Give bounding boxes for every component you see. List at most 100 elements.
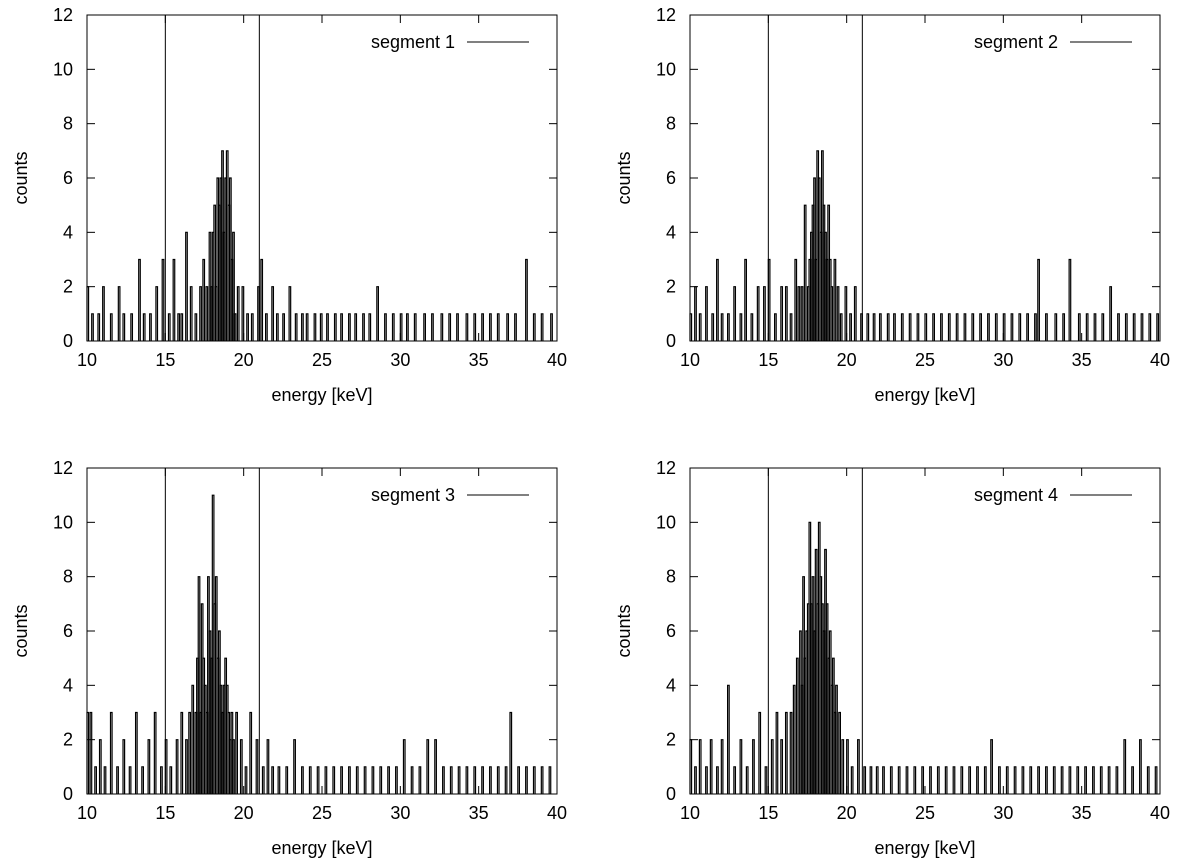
histogram-bar bbox=[161, 258, 165, 341]
histogram-bar bbox=[504, 766, 508, 794]
histogram-bar bbox=[277, 766, 281, 794]
histogram-bar bbox=[1154, 766, 1158, 794]
histogram-bar bbox=[913, 766, 917, 794]
histogram-bar bbox=[232, 231, 235, 341]
chart-panel-1: 10 15 20 25 30 35 40 0 2 4 6 8 10 12 energy [keV] count… bbox=[11, 5, 567, 405]
x-tick-label: 20 bbox=[234, 350, 254, 370]
legend-label: segment 1 bbox=[371, 32, 455, 52]
histogram-bar bbox=[1115, 766, 1119, 794]
legend-label: segment 4 bbox=[974, 485, 1058, 505]
histogram-bar bbox=[900, 313, 904, 341]
histogram-bar bbox=[1034, 313, 1037, 341]
histogram-bar bbox=[326, 313, 329, 341]
y-axis-label: counts bbox=[11, 151, 31, 204]
histogram-bar bbox=[983, 766, 987, 794]
histogram-bar bbox=[94, 766, 97, 794]
histogram-bar bbox=[1060, 766, 1064, 794]
histogram-bar bbox=[1005, 766, 1009, 794]
histogram-bar bbox=[348, 766, 351, 794]
histogram-bar bbox=[540, 313, 544, 341]
histogram-bar bbox=[1124, 313, 1128, 341]
y-tick-label: 4 bbox=[63, 222, 73, 242]
x-tick-label: 30 bbox=[993, 350, 1013, 370]
histogram-bar bbox=[324, 766, 328, 794]
histogram-bar bbox=[177, 313, 181, 341]
histogram-bar bbox=[952, 766, 956, 794]
histogram-bar bbox=[333, 313, 337, 341]
x-tick-label: 20 bbox=[234, 803, 254, 823]
histogram-bar bbox=[971, 313, 975, 341]
histogram-bar bbox=[442, 766, 445, 794]
histogram-bar bbox=[457, 766, 461, 794]
histogram-bar bbox=[138, 258, 141, 341]
histogram-bar bbox=[775, 711, 779, 794]
histogram-bar bbox=[780, 739, 784, 794]
histogram-bar bbox=[391, 313, 395, 341]
chart-panel-4: 10 15 20 25 30 35 40 0 2 4 6 8 10 12 energy [keV] count… bbox=[614, 458, 1170, 858]
y-tick-label: 4 bbox=[63, 675, 73, 695]
y-tick-label: 10 bbox=[656, 59, 676, 79]
x-tick-label: 15 bbox=[155, 803, 175, 823]
histogram-bar bbox=[456, 313, 459, 341]
histogram-bar bbox=[1077, 313, 1081, 341]
histogram-bar bbox=[473, 766, 477, 794]
histogram-bar bbox=[402, 739, 406, 794]
histogram-bar bbox=[1140, 313, 1144, 341]
histogram-bar bbox=[1123, 739, 1127, 794]
histogram-bar bbox=[293, 739, 296, 794]
histogram-bar bbox=[1084, 766, 1087, 794]
histogram-bar bbox=[194, 313, 198, 341]
histogram-bar bbox=[340, 766, 343, 794]
x-tick-label: 40 bbox=[547, 803, 567, 823]
histogram-bar bbox=[354, 313, 358, 341]
histogram-bar bbox=[525, 766, 528, 794]
x-tick-label: 20 bbox=[837, 350, 857, 370]
histogram-bar bbox=[1045, 766, 1048, 794]
x-tick-label: 40 bbox=[1150, 350, 1170, 370]
histogram-bar bbox=[1139, 739, 1142, 794]
histogram-bar bbox=[924, 313, 928, 341]
x-axis-label: energy [keV] bbox=[874, 838, 975, 858]
histogram-bar bbox=[1146, 766, 1150, 794]
histogram-bar bbox=[789, 711, 793, 794]
histogram-bar bbox=[698, 739, 702, 794]
histogram-bar bbox=[797, 286, 801, 341]
histogram-bar bbox=[1018, 313, 1022, 341]
histogram-bar bbox=[506, 313, 510, 341]
histogram-bar bbox=[835, 684, 838, 794]
histogram-bars bbox=[86, 150, 553, 341]
histogram-bar bbox=[368, 313, 372, 341]
histogram-bar bbox=[849, 313, 852, 341]
histogram-bar bbox=[1099, 766, 1103, 794]
histogram-bar bbox=[197, 576, 201, 794]
histogram-bar bbox=[540, 766, 544, 794]
histogram-bar bbox=[434, 739, 437, 794]
histogram-bar bbox=[784, 711, 788, 794]
histogram-bar bbox=[853, 286, 857, 341]
histogram-bar bbox=[932, 313, 935, 341]
histogram-bar bbox=[745, 766, 749, 794]
histogram-bar bbox=[990, 739, 993, 794]
histogram-bar bbox=[709, 739, 713, 794]
histogram-bar bbox=[175, 739, 179, 794]
y-tick-label: 8 bbox=[666, 114, 676, 134]
y-tick-label: 0 bbox=[666, 331, 676, 351]
y-tick-label: 2 bbox=[63, 277, 73, 297]
y-tick-label: 4 bbox=[666, 222, 676, 242]
histogram-bar bbox=[355, 766, 359, 794]
histogram-bar bbox=[496, 313, 500, 341]
y-tick-label: 12 bbox=[53, 458, 73, 478]
histogram-bar bbox=[496, 766, 500, 794]
x-tick-label: 35 bbox=[469, 803, 489, 823]
histogram-bar bbox=[160, 766, 163, 794]
histogram-bar bbox=[963, 313, 967, 341]
y-tick-label: 2 bbox=[666, 277, 676, 297]
histogram-bar bbox=[869, 766, 873, 794]
histogram-bar bbox=[1131, 766, 1134, 794]
histogram-bar bbox=[836, 286, 840, 341]
x-tick-label: 25 bbox=[915, 803, 935, 823]
histogram-bar bbox=[800, 286, 804, 341]
y-tick-label: 0 bbox=[63, 331, 73, 351]
histogram-bar bbox=[784, 286, 788, 341]
histogram-bar bbox=[1085, 313, 1089, 341]
